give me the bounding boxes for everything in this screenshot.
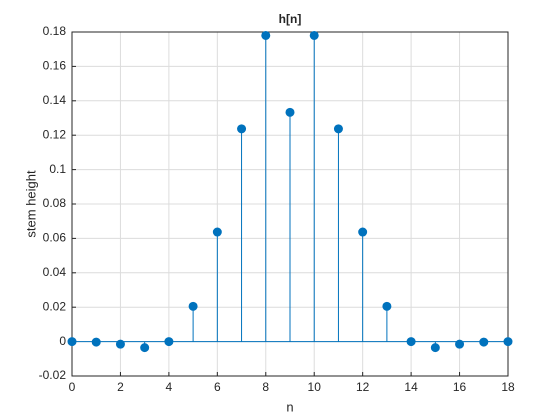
y-tick-label: -0.02 (39, 368, 67, 382)
stem-marker (237, 124, 247, 134)
stem-marker (140, 343, 150, 353)
stem-marker (333, 124, 343, 134)
stem-marker (455, 339, 465, 349)
x-tick-label: 12 (356, 380, 370, 394)
chart-title: h[n] (279, 12, 302, 26)
axes-box (71, 31, 509, 377)
stem-marker (91, 337, 101, 347)
stem-marker (503, 337, 513, 347)
y-tick-label: 0.08 (43, 196, 67, 210)
stem-marker (309, 30, 319, 40)
x-tick-label: 6 (214, 380, 221, 394)
y-tick-label: 0.04 (43, 265, 67, 279)
y-tick-label: 0.14 (43, 93, 67, 107)
x-tick-label: 2 (117, 380, 124, 394)
x-tick-label: 18 (501, 380, 515, 394)
x-tick-label: 14 (404, 380, 418, 394)
stem-marker (67, 337, 77, 347)
stem-marker (358, 227, 368, 237)
stem-marker (188, 301, 198, 311)
stem-marker (285, 107, 295, 117)
stem-marker (164, 337, 174, 347)
y-tick-label: 0.1 (49, 162, 66, 176)
x-tick-label: 10 (308, 380, 322, 394)
stem-marker (115, 339, 125, 349)
y-tick-label: 0.12 (43, 127, 67, 141)
y-tick-label: 0.06 (43, 231, 67, 245)
y-tick-label: 0.02 (43, 299, 67, 313)
stem-marker (212, 227, 222, 237)
x-tick-label: 0 (69, 380, 76, 394)
x-axis-label: n (286, 399, 293, 414)
stem-marker (479, 337, 489, 347)
y-tick-label: 0.18 (43, 24, 67, 38)
y-tick-label: 0 (59, 334, 66, 348)
y-tick-label: 0.16 (43, 59, 67, 73)
stem-marker (406, 337, 416, 347)
stem-marker (261, 30, 271, 40)
x-tick-label: 4 (166, 380, 173, 394)
stem-marker (382, 301, 392, 311)
y-axis-label: stem height (23, 170, 38, 238)
x-tick-label: 8 (262, 380, 269, 394)
x-tick-label: 16 (453, 380, 467, 394)
stem-marker (430, 343, 440, 353)
